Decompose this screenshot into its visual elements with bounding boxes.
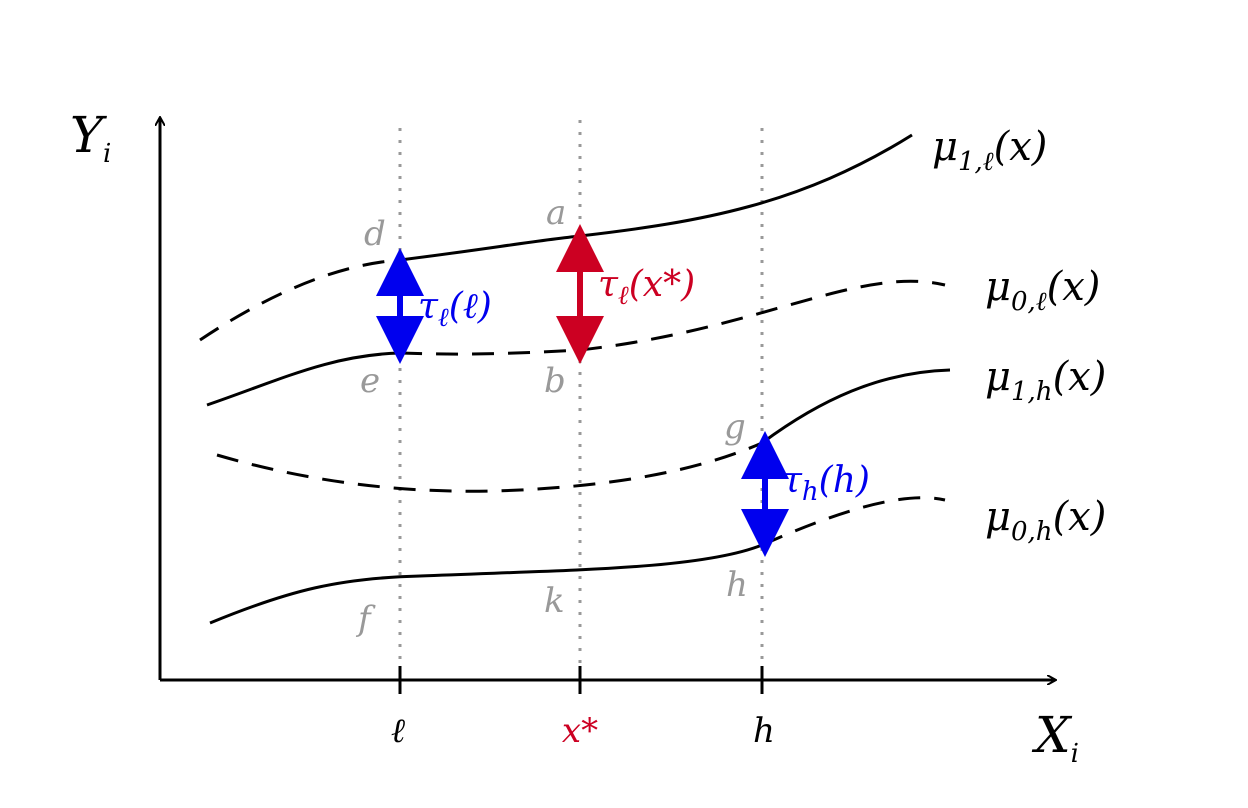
label-part: μ	[932, 124, 958, 170]
point-label: d	[364, 214, 386, 254]
point-label: a	[546, 193, 566, 233]
label-part: ℓ	[438, 303, 449, 333]
curve	[206, 351, 401, 407]
tick-label: ℓ	[391, 711, 405, 751]
effect-label: τh(h)	[782, 460, 870, 507]
label-part: τ	[598, 264, 619, 305]
effect-label: τℓ(ℓ)	[418, 286, 492, 333]
curve-label: μ1,ℓ(x)	[932, 124, 1047, 177]
label-part: μ	[985, 264, 1011, 310]
label-part: (x)	[1053, 494, 1107, 540]
label-part: τ	[418, 286, 439, 327]
tick-marks	[398, 666, 764, 694]
tick-label: h	[753, 711, 775, 751]
label-part: 0,ℓ	[1011, 287, 1047, 317]
point-label: e	[360, 361, 380, 401]
tick-label: x*	[562, 711, 598, 751]
label-part: ℓ	[618, 281, 629, 311]
label-part: Y	[70, 106, 107, 164]
label-part: i	[1071, 739, 1079, 769]
label-part: (x*)	[629, 264, 695, 305]
curve	[216, 441, 763, 493]
curve	[399, 279, 946, 356]
curve-label: μ1,h(x)	[985, 354, 1106, 407]
curve	[761, 368, 951, 445]
effect-label: τℓ(x*)	[598, 264, 695, 311]
label-part: τ	[782, 460, 803, 501]
label-part: (ℓ)	[449, 286, 492, 327]
label-part: 1,ℓ	[958, 147, 994, 177]
label-part: X	[1031, 706, 1073, 764]
label-part: (x)	[1047, 264, 1101, 310]
curve-label: μ0,ℓ(x)	[985, 264, 1100, 317]
curve-label: μ0,h(x)	[985, 494, 1106, 547]
x-axis-label: Xi	[1031, 706, 1079, 769]
label-part: i	[103, 139, 111, 169]
y-axis-label: Yi	[70, 106, 111, 169]
curve	[199, 258, 401, 342]
curve	[399, 133, 913, 262]
label-part: μ	[985, 494, 1011, 540]
curve	[209, 543, 763, 625]
curve	[761, 496, 946, 547]
label-part: h	[802, 477, 819, 507]
label-part: 0,h	[1011, 517, 1053, 547]
point-label: b	[544, 361, 566, 401]
label-part: (h)	[819, 460, 870, 501]
label-part: 1,h	[1011, 377, 1053, 407]
point-label: k	[544, 581, 565, 621]
point-label: g	[724, 407, 746, 447]
label-part: μ	[985, 354, 1011, 400]
point-label: f	[355, 599, 376, 639]
label-part: (x)	[994, 124, 1048, 170]
label-part: (x)	[1053, 354, 1107, 400]
point-label: h	[726, 565, 748, 605]
